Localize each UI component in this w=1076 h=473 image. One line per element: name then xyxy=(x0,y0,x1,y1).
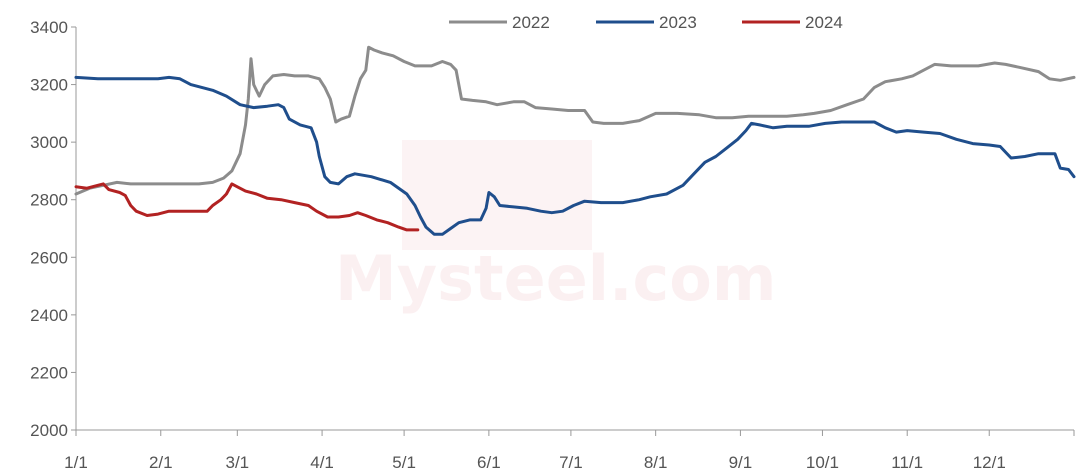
watermark-logo-block xyxy=(402,140,592,250)
series-lines xyxy=(74,45,1076,236)
y-tick-label: 2200 xyxy=(30,363,68,382)
x-tick-label: 8/1 xyxy=(644,453,668,472)
x-tick-label: 2/1 xyxy=(149,453,173,472)
x-tick-label: 1/1 xyxy=(64,453,88,472)
x-tick-label: 5/1 xyxy=(392,453,416,472)
x-tick-label: 10/1 xyxy=(806,453,839,472)
series-line-2022 xyxy=(74,45,1076,196)
y-axis-ticks: 2000 2200 2400 2600 2800 3000 3200 3400 xyxy=(30,18,76,440)
y-tick-label: 2800 xyxy=(30,191,68,210)
legend-label-2022: 2022 xyxy=(512,13,550,32)
mysteel-watermark: Mysteel.com xyxy=(335,140,777,315)
y-tick-label: 2400 xyxy=(30,306,68,325)
watermark-text: Mysteel.com xyxy=(335,242,777,315)
legend-label-2024: 2024 xyxy=(805,13,843,32)
x-tick-label: 7/1 xyxy=(559,453,583,472)
y-tick-label: 3000 xyxy=(30,133,68,152)
x-tick-label: 6/1 xyxy=(477,453,501,472)
x-tick-label: 11/1 xyxy=(891,453,923,472)
series-line-2024 xyxy=(74,182,420,232)
y-tick-label: 2000 xyxy=(30,421,68,440)
x-tick-label: 3/1 xyxy=(226,453,250,472)
x-tick-label: 9/1 xyxy=(729,453,753,472)
legend-label-2023: 2023 xyxy=(659,13,697,32)
y-tick-label: 3400 xyxy=(30,18,68,37)
x-tick-label: 4/1 xyxy=(310,453,334,472)
y-tick-label: 3200 xyxy=(30,76,68,95)
x-tick-label: 12/1 xyxy=(973,453,1006,472)
legend: 2022 2023 2024 xyxy=(449,13,843,32)
x-axis-ticks: 1/1 2/1 3/1 4/1 5/1 6/1 7/1 8/1 9/1 10/1 11/1 12/1 xyxy=(64,430,1075,472)
y-tick-label: 2600 xyxy=(30,248,68,267)
series-line-2023 xyxy=(74,75,1076,236)
